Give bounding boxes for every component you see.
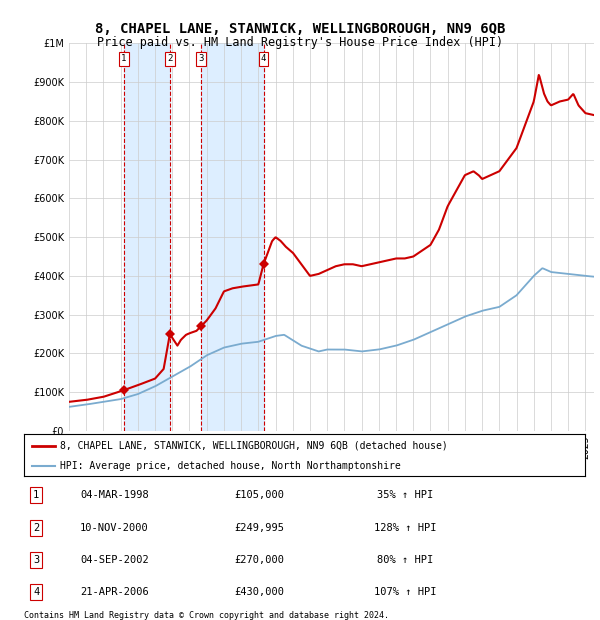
Bar	[124, 43, 170, 431]
Text: 04-MAR-1998: 04-MAR-1998	[80, 490, 149, 500]
Text: 3: 3	[33, 555, 40, 565]
Text: 21-APR-2006: 21-APR-2006	[80, 587, 149, 597]
Text: 2: 2	[33, 523, 40, 533]
Text: £105,000: £105,000	[235, 490, 284, 500]
Text: 4: 4	[33, 587, 40, 597]
Text: 1: 1	[33, 490, 40, 500]
Text: 3: 3	[199, 55, 204, 63]
Text: 128% ↑ HPI: 128% ↑ HPI	[374, 523, 437, 533]
Text: Price paid vs. HM Land Registry's House Price Index (HPI): Price paid vs. HM Land Registry's House …	[97, 36, 503, 49]
Text: £249,995: £249,995	[235, 523, 284, 533]
Text: 04-SEP-2002: 04-SEP-2002	[80, 555, 149, 565]
Text: 1: 1	[121, 55, 126, 63]
Text: 10-NOV-2000: 10-NOV-2000	[80, 523, 149, 533]
Text: £270,000: £270,000	[235, 555, 284, 565]
Text: 8, CHAPEL LANE, STANWICK, WELLINGBOROUGH, NN9 6QB: 8, CHAPEL LANE, STANWICK, WELLINGBOROUGH…	[95, 22, 505, 36]
Text: 80% ↑ HPI: 80% ↑ HPI	[377, 555, 434, 565]
Text: 4: 4	[261, 55, 266, 63]
Text: 107% ↑ HPI: 107% ↑ HPI	[374, 587, 437, 597]
Text: HPI: Average price, detached house, North Northamptonshire: HPI: Average price, detached house, Nort…	[61, 461, 401, 471]
Text: 2: 2	[167, 55, 173, 63]
Text: £430,000: £430,000	[235, 587, 284, 597]
Text: 35% ↑ HPI: 35% ↑ HPI	[377, 490, 434, 500]
Bar	[201, 43, 263, 431]
Text: Contains HM Land Registry data © Crown copyright and database right 2024.
This d: Contains HM Land Registry data © Crown c…	[24, 611, 389, 620]
Text: 8, CHAPEL LANE, STANWICK, WELLINGBOROUGH, NN9 6QB (detached house): 8, CHAPEL LANE, STANWICK, WELLINGBOROUGH…	[61, 441, 448, 451]
